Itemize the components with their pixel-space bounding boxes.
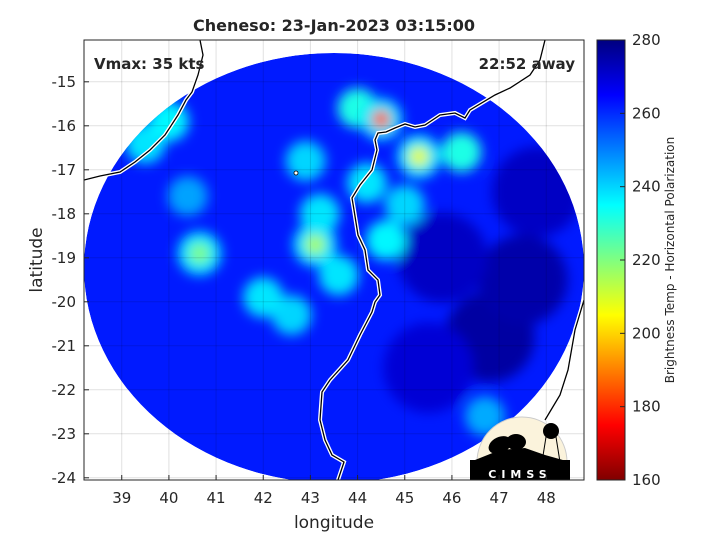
brightness-feature [384,185,425,225]
brightness-feature [383,322,474,413]
brightness-feature [189,243,210,264]
cimss-logo: CIMSS [470,416,570,481]
brightness-feature [305,234,326,255]
y-tick-label: -21 [52,337,77,355]
colorbar-tick-label: 280 [632,31,661,49]
x-tick-label: 41 [207,489,226,507]
brightness-feature [285,141,326,181]
plot-frame [83,39,585,481]
brightness-feature [243,277,284,318]
x-tick-label: 43 [301,489,320,507]
brightness-feature [167,176,208,217]
x-tick-label: 42 [254,489,273,507]
chart-title: Cheneso: 23-Jan-2023 03:15:00 [193,16,475,35]
colorbar-tick-label: 200 [632,324,661,342]
brightness-feature [477,234,568,325]
colorbar: 160 180 200 220 240 260 280 Brightness Temp - … [596,31,677,489]
brightness-swath [84,53,584,480]
plot-area: CIMSS [84,40,584,481]
y-tick-label: -20 [52,293,77,311]
x-tick-label: 44 [348,489,367,507]
colorbar-label: Brightness Temp - Horizontal Polarizatio… [663,137,677,384]
y-axis-label: latitude [27,227,47,292]
y-tick-label: -19 [52,249,77,267]
time-away-annotation: 22:52 away [479,55,576,73]
island [293,170,299,176]
brightness-feature [365,220,406,261]
x-tick-label: 39 [112,489,131,507]
brightness-feature [408,146,429,167]
x-tick-label: 45 [395,489,414,507]
colorbar-tick-label: 180 [632,398,661,416]
y-tick-label: -17 [52,161,77,179]
x-tick-label: 46 [442,489,461,507]
y-tick-label: -16 [52,117,77,135]
brightness-feature [441,132,482,173]
colorbar-tick-label: 240 [632,178,661,196]
brightness-feature [491,146,582,237]
y-tick-label: -15 [52,73,77,91]
x-tick-label: 40 [159,489,178,507]
x-tick-label: 48 [537,489,556,507]
y-tick-label: -18 [52,205,77,223]
vmax-annotation: Vmax: 35 kts [94,55,204,73]
brightness-feature [397,212,488,303]
x-axis-label: longitude [294,513,374,533]
svg-text:CIMSS: CIMSS [488,468,551,481]
brightness-feature [318,255,359,296]
y-tick-label: -24 [52,469,77,487]
y-tick-label: -22 [52,381,77,399]
brightness-feature [372,110,391,129]
y-tick-label: -23 [52,425,77,443]
x-tick-label: 47 [490,489,509,507]
coastline [84,40,584,480]
colorbar-tick-label: 160 [632,471,661,489]
colorbar-tick-label: 260 [632,104,661,122]
colorbar-tick-label: 220 [632,251,661,269]
